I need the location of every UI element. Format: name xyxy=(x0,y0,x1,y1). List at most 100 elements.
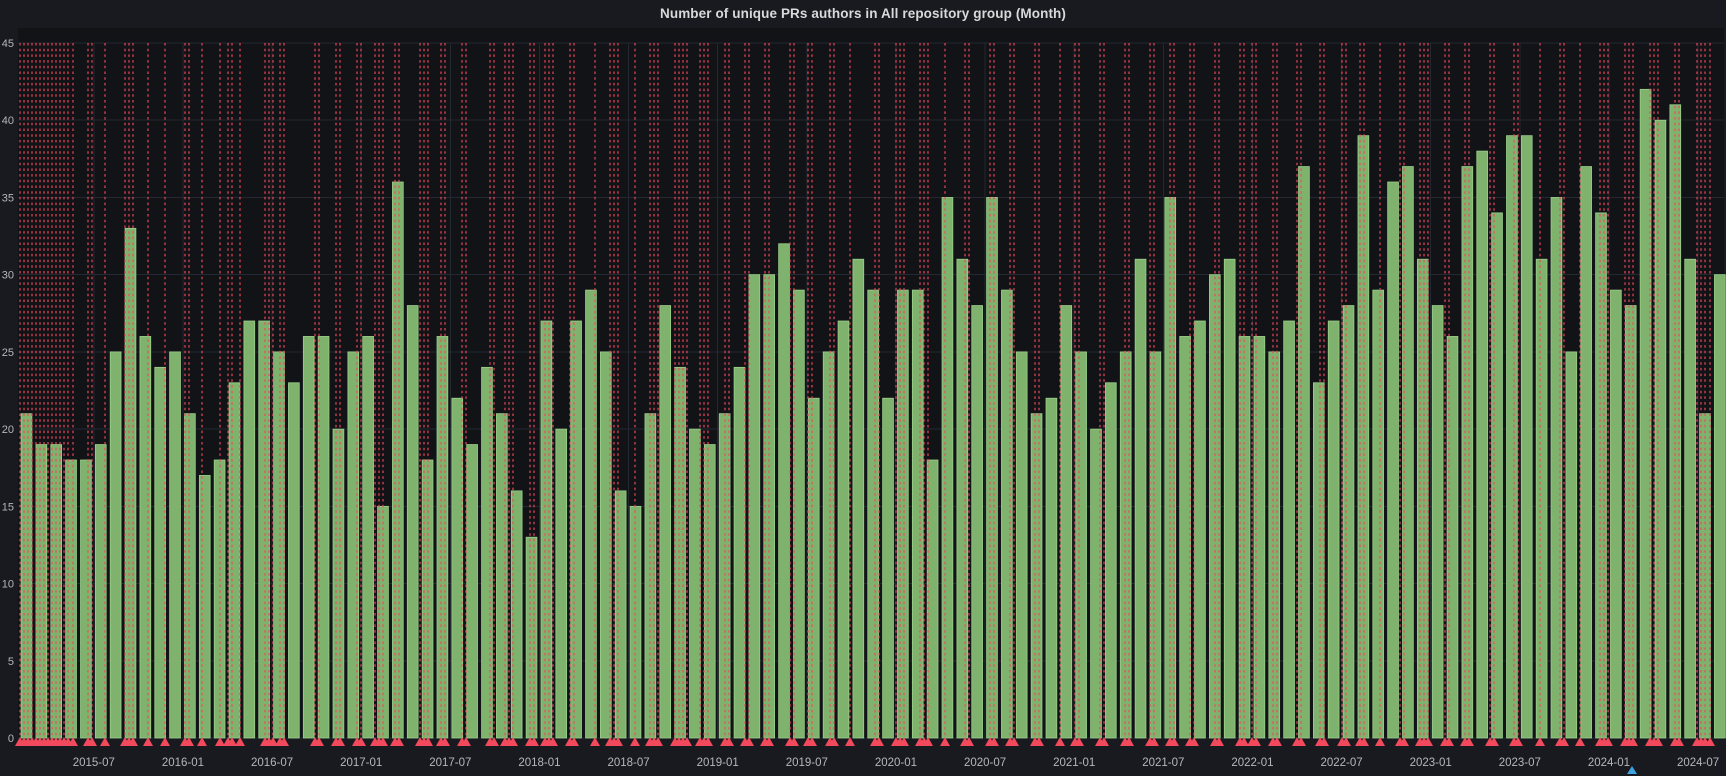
annotation-marker-icon[interactable] xyxy=(874,737,884,746)
bar[interactable] xyxy=(436,336,449,739)
bar[interactable] xyxy=(1030,413,1043,739)
bar[interactable] xyxy=(986,197,998,739)
annotation-marker-icon[interactable] xyxy=(489,737,499,746)
annotation-marker-icon[interactable] xyxy=(1251,737,1261,746)
annotation-marker-icon[interactable] xyxy=(923,737,933,746)
bar[interactable] xyxy=(35,444,48,739)
bar[interactable] xyxy=(971,305,983,739)
bar[interactable] xyxy=(1595,212,1607,739)
bar[interactable] xyxy=(674,366,686,739)
bar[interactable] xyxy=(184,413,196,739)
annotation-marker-icon[interactable] xyxy=(1319,737,1329,746)
bar[interactable] xyxy=(941,197,954,739)
annotation-marker-icon[interactable] xyxy=(1074,737,1084,746)
bar[interactable] xyxy=(1134,258,1147,739)
bar[interactable] xyxy=(481,366,493,739)
bar[interactable] xyxy=(570,320,582,739)
annotation-marker-icon[interactable] xyxy=(1055,737,1065,746)
bar[interactable] xyxy=(852,258,865,739)
bar[interactable] xyxy=(600,351,612,739)
bar[interactable] xyxy=(496,413,508,739)
bar[interactable] xyxy=(748,274,761,739)
bar[interactable] xyxy=(1624,305,1637,739)
bar[interactable] xyxy=(332,428,345,739)
annotation-marker-icon[interactable] xyxy=(184,737,194,746)
bar[interactable] xyxy=(154,366,166,739)
bar[interactable] xyxy=(362,336,374,739)
bar[interactable] xyxy=(1372,289,1385,739)
bar[interactable] xyxy=(585,289,597,739)
bar[interactable] xyxy=(703,444,716,739)
bar[interactable] xyxy=(1550,197,1563,739)
bar[interactable] xyxy=(228,382,241,739)
annotation-marker-icon[interactable] xyxy=(989,737,999,746)
annotation-marker-icon[interactable] xyxy=(1399,737,1409,746)
annotation-marker-icon[interactable] xyxy=(630,737,640,746)
bar[interactable] xyxy=(1610,289,1622,739)
annotation-marker-icon[interactable] xyxy=(440,737,450,746)
bar[interactable] xyxy=(421,459,434,739)
bar[interactable] xyxy=(1060,305,1073,739)
annotation-marker-icon[interactable] xyxy=(1009,737,1019,746)
bar[interactable] xyxy=(1105,382,1117,739)
bar[interactable] xyxy=(139,336,152,739)
bar[interactable] xyxy=(1149,351,1162,739)
bar[interactable] xyxy=(510,490,523,739)
annotation-marker-icon[interactable] xyxy=(423,737,433,746)
annotation-marker-icon[interactable] xyxy=(394,737,404,746)
annotation-marker-icon[interactable] xyxy=(1559,737,1569,746)
bar[interactable] xyxy=(1075,351,1087,739)
annotation-marker-icon[interactable] xyxy=(1464,737,1474,746)
annotation-marker-icon[interactable] xyxy=(1628,737,1638,746)
bar[interactable] xyxy=(897,289,909,739)
bar[interactable] xyxy=(1119,351,1132,739)
bar[interactable] xyxy=(109,351,122,739)
bar[interactable] xyxy=(867,289,879,739)
annotation-marker-icon[interactable] xyxy=(940,737,950,746)
annotation-marker-icon[interactable] xyxy=(87,737,97,746)
bar[interactable] xyxy=(733,366,746,739)
bar[interactable] xyxy=(1491,212,1503,739)
annotation-marker-icon[interactable] xyxy=(590,737,600,746)
annotation-marker-icon[interactable] xyxy=(789,737,799,746)
annotation-marker-icon[interactable] xyxy=(356,737,366,746)
annotation-marker-icon[interactable] xyxy=(529,737,539,746)
blue-annotation-marker-icon[interactable] xyxy=(1627,766,1637,774)
bar[interactable] xyxy=(258,320,270,739)
bar[interactable] xyxy=(1565,351,1578,739)
annotation-marker-icon[interactable] xyxy=(569,737,579,746)
annotation-marker-icon[interactable] xyxy=(378,737,388,746)
bar[interactable] xyxy=(1506,135,1518,739)
annotation-marker-icon[interactable] xyxy=(964,737,974,746)
bar[interactable] xyxy=(689,428,701,739)
annotation-marker-icon[interactable] xyxy=(899,737,909,746)
bar[interactable] xyxy=(1520,135,1533,739)
bar[interactable] xyxy=(198,475,211,739)
bar[interactable] xyxy=(1298,166,1310,739)
bar[interactable] xyxy=(956,258,969,739)
bar[interactable] xyxy=(1402,166,1414,739)
bar[interactable] xyxy=(1179,336,1191,739)
annotation-marker-icon[interactable] xyxy=(100,737,110,746)
bar[interactable] xyxy=(1476,150,1488,739)
bar[interactable] xyxy=(926,459,939,739)
bar[interactable] xyxy=(213,459,226,739)
annotation-marker-icon[interactable] xyxy=(215,737,225,746)
annotation-marker-icon[interactable] xyxy=(1375,737,1385,746)
bar[interactable] xyxy=(540,320,553,739)
bar[interactable] xyxy=(1253,336,1266,739)
bar[interactable] xyxy=(1461,166,1474,739)
annotation-marker-icon[interactable] xyxy=(703,737,713,746)
annotation-marker-icon[interactable] xyxy=(128,737,138,746)
bar[interactable] xyxy=(1535,258,1548,739)
annotation-marker-icon[interactable] xyxy=(1214,737,1224,746)
annotation-marker-icon[interactable] xyxy=(1099,737,1109,746)
bar[interactable] xyxy=(1268,351,1281,739)
bar[interactable] xyxy=(243,320,256,739)
bar[interactable] xyxy=(317,336,330,739)
bar[interactable] xyxy=(659,305,672,739)
bar[interactable] xyxy=(288,382,300,739)
annotation-marker-icon[interactable] xyxy=(143,737,153,746)
bar[interactable] xyxy=(778,243,790,739)
annotation-marker-icon[interactable] xyxy=(1149,737,1159,746)
